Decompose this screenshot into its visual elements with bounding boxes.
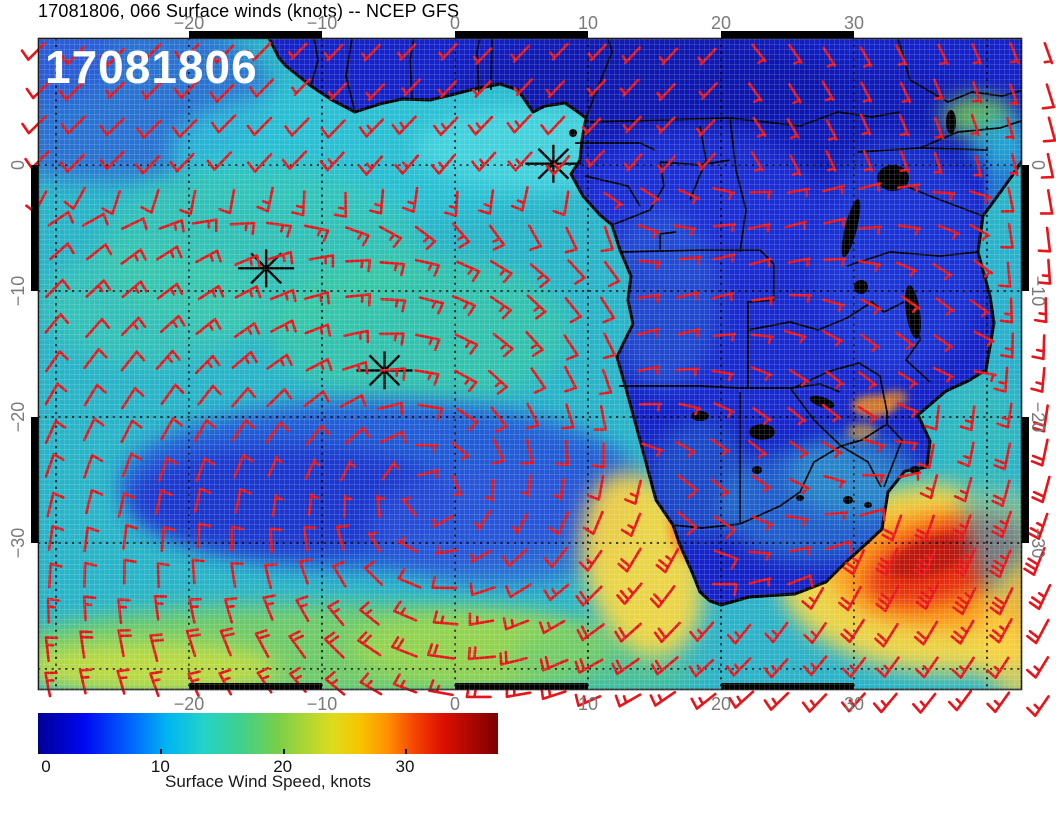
lakes	[569, 110, 956, 508]
colorbar-tick-mark	[38, 749, 40, 754]
axis-tick-label-left: −30	[8, 527, 28, 559]
date-overlay-label: 17081806	[45, 41, 258, 93]
colorbar-tick-label: 10	[150, 757, 170, 776]
axis-tick-label-top: 0	[449, 13, 460, 33]
axis-tick-label-right: 0	[1028, 159, 1048, 170]
axis-tick-label-top: 20	[710, 13, 732, 33]
axis-tick-label-bottom: 0	[449, 694, 460, 714]
axis-tick-label-bottom: 10	[577, 694, 599, 714]
axis-tick-label-right: −20	[1028, 401, 1048, 433]
coastline	[267, 38, 1022, 607]
axis-tick-label-right: −10	[1028, 275, 1048, 307]
axis-tick-label-bottom: −10	[306, 694, 338, 714]
colorbar-caption: Surface Wind Speed, knots	[164, 772, 371, 791]
axis-tick-label-left: −20	[8, 401, 28, 433]
axis-tick-label-bottom: 30	[843, 694, 865, 714]
axis-tick-label-left: 0	[8, 160, 28, 171]
axis-tick-label-bottom: 20	[710, 694, 732, 714]
colorbar-tick-label: 20	[273, 757, 293, 776]
country-borders	[310, 38, 1022, 529]
colorbar-tick-mark	[405, 749, 408, 754]
axis-tick-label-left: −10	[8, 275, 28, 307]
wind-barb-field	[20, 41, 1056, 717]
graticule	[38, 38, 1022, 690]
axis-tick-label-top: 30	[843, 13, 865, 33]
axis-tick-label-bottom: −20	[173, 694, 205, 714]
colorbar-tick-mark	[160, 749, 163, 754]
axis-tick-label-top: −10	[306, 13, 338, 33]
tick-bands	[31, 31, 1029, 690]
colorbar-tick-mark	[282, 749, 285, 754]
axis-tick-label-top: −20	[173, 13, 205, 33]
plot-title: 17081806, 066 Surface winds (knots) -- N…	[38, 1, 460, 21]
colorbar-gradient	[38, 713, 498, 754]
ocean-field	[38, 38, 1022, 690]
axis-tick-label-top: 10	[577, 13, 599, 33]
colorbar: 0 10 20 30	[38, 713, 498, 776]
star-marker	[238, 249, 295, 288]
axis-tick-label-right: −30	[1028, 527, 1048, 559]
colorbar-tick-label: 30	[395, 757, 415, 776]
colorbar-tick-label: 0	[41, 757, 51, 776]
